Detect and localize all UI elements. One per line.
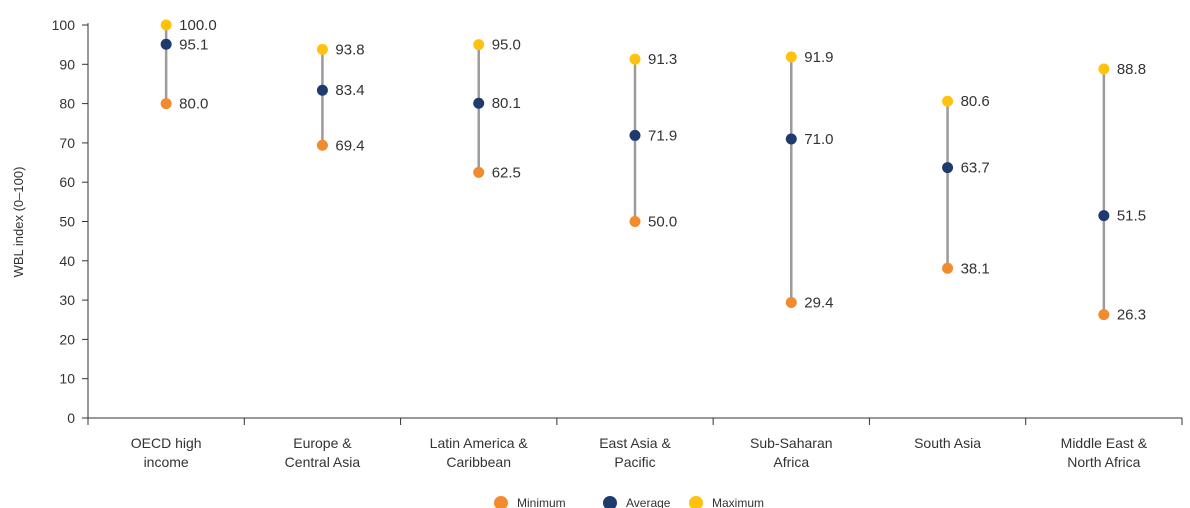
maximum-point xyxy=(316,43,328,55)
y-tick-label: 30 xyxy=(59,292,75,308)
x-category-label: Caribbean xyxy=(446,454,511,470)
y-axis: 0 10 20 30 40 50 60 70 80 90 100 xyxy=(52,17,89,426)
y-tick-label: 90 xyxy=(59,56,75,72)
minimum-legend-marker xyxy=(494,496,508,508)
minimum-value-label: 80.0 xyxy=(179,96,208,113)
x-category-label: OECD high xyxy=(131,435,202,451)
minimum-point xyxy=(160,98,172,110)
y-tick-label: 100 xyxy=(52,17,76,33)
average-value-label: 83.4 xyxy=(335,82,364,99)
maximum-value-label: 80.6 xyxy=(961,93,990,110)
maximum-legend-marker xyxy=(689,496,703,508)
x-category-label: Africa xyxy=(773,454,809,470)
maximum-value-label: 88.8 xyxy=(1117,61,1146,78)
minimum-value-label: 29.4 xyxy=(804,294,833,311)
minimum-point xyxy=(316,139,328,151)
x-category-label: East Asia & xyxy=(599,435,671,451)
x-category-label: North Africa xyxy=(1067,454,1140,470)
minimum-value-label: 38.1 xyxy=(961,260,990,277)
maximum-point xyxy=(473,39,485,51)
minimum-point xyxy=(1098,309,1110,321)
x-category-label: income xyxy=(144,454,189,470)
x-axis: OECD high income Europe & Central Asia Latin… xyxy=(87,417,1183,470)
minimum-value-label: 50.0 xyxy=(648,214,677,231)
average-value-label: 51.5 xyxy=(1117,208,1146,225)
x-category-label: Pacific xyxy=(614,454,655,470)
minimum-value-label: 26.3 xyxy=(1117,307,1146,324)
y-tick-label: 80 xyxy=(59,96,75,112)
average-point xyxy=(160,38,172,50)
minimum-point xyxy=(629,216,641,227)
maximum-value-label: 100.0 xyxy=(179,17,217,34)
legend-label: Maximum xyxy=(712,496,764,508)
y-tick-label: 20 xyxy=(59,331,75,347)
average-point xyxy=(629,129,641,141)
maximum-value-label: 93.8 xyxy=(335,41,364,58)
average-point xyxy=(473,97,485,109)
maximum-value-label: 95.0 xyxy=(492,37,521,54)
y-tick-label: 10 xyxy=(59,371,75,387)
average-value-label: 71.9 xyxy=(648,127,677,144)
minimum-value-label: 69.4 xyxy=(335,137,364,154)
minimum-point xyxy=(473,166,485,178)
maximum-point xyxy=(785,51,797,63)
y-axis-title: WBL index (0–100) xyxy=(11,167,26,278)
legend: Minimum Average Maximum xyxy=(494,496,764,508)
x-category-label: Sub-Saharan xyxy=(750,435,833,451)
maximum-point xyxy=(160,19,172,31)
average-point xyxy=(1098,210,1110,222)
y-tick-label: 40 xyxy=(59,253,75,269)
average-value-label: 63.7 xyxy=(961,160,990,177)
x-category-label: Central Asia xyxy=(285,454,361,470)
y-tick-label: 60 xyxy=(59,174,75,190)
data-points xyxy=(160,19,1110,321)
minimum-point xyxy=(785,296,797,308)
average-point xyxy=(942,162,954,174)
maximum-point xyxy=(942,95,954,107)
average-value-label: 80.1 xyxy=(492,95,521,112)
y-tick-label: 0 xyxy=(67,410,75,426)
x-category-label: Middle East & xyxy=(1061,435,1148,451)
average-point xyxy=(785,133,797,145)
legend-label: Minimum xyxy=(517,496,566,508)
y-tick-label: 50 xyxy=(59,214,75,230)
x-category-label: Latin America & xyxy=(430,435,529,451)
maximum-value-label: 91.9 xyxy=(804,49,833,66)
average-point xyxy=(316,84,328,96)
x-category-label: South Asia xyxy=(914,435,981,451)
x-category-label: Europe & xyxy=(293,435,352,451)
maximum-point xyxy=(1098,63,1110,75)
minimum-point xyxy=(942,262,954,274)
data-labels: 80.0 69.4 62.5 50.0 29.4 38.1 26.3 95.1 83.4 80.1… xyxy=(179,17,1146,324)
average-value-label: 71.0 xyxy=(804,131,833,148)
legend-label: Average xyxy=(626,496,671,508)
average-value-label: 95.1 xyxy=(179,36,208,53)
minimum-value-label: 62.5 xyxy=(492,164,521,181)
maximum-value-label: 91.3 xyxy=(648,51,677,68)
average-legend-marker xyxy=(603,496,617,508)
y-tick-label: 70 xyxy=(59,135,75,151)
maximum-point xyxy=(629,53,641,65)
